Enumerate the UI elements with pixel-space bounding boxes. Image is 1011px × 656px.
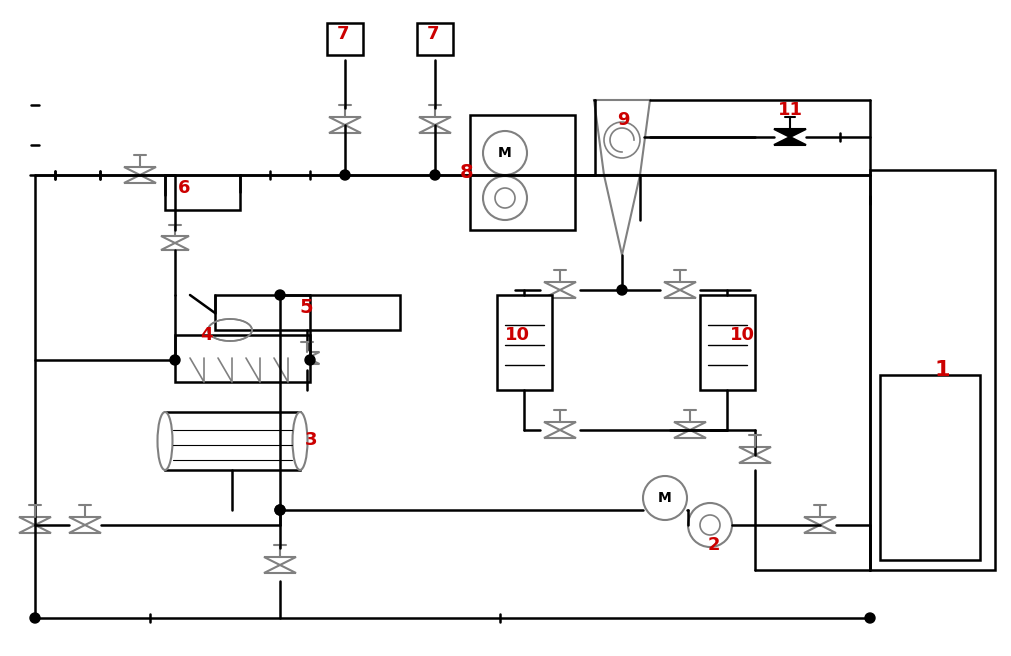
- Polygon shape: [264, 565, 295, 573]
- Ellipse shape: [158, 412, 172, 470]
- Polygon shape: [773, 129, 805, 137]
- Polygon shape: [161, 236, 189, 243]
- Circle shape: [275, 290, 285, 300]
- Text: 7: 7: [337, 25, 349, 43]
- Polygon shape: [19, 517, 51, 525]
- Circle shape: [700, 515, 719, 535]
- Circle shape: [864, 613, 875, 623]
- Circle shape: [604, 122, 639, 158]
- Polygon shape: [738, 455, 770, 463]
- Circle shape: [340, 170, 350, 180]
- Polygon shape: [329, 117, 361, 125]
- Circle shape: [170, 355, 180, 365]
- Polygon shape: [803, 517, 835, 525]
- Polygon shape: [69, 517, 101, 525]
- Polygon shape: [295, 358, 319, 364]
- Ellipse shape: [292, 412, 307, 470]
- Text: 2: 2: [708, 536, 720, 554]
- Polygon shape: [544, 422, 575, 430]
- Polygon shape: [544, 290, 575, 298]
- Polygon shape: [295, 352, 319, 358]
- Circle shape: [687, 503, 731, 547]
- Polygon shape: [329, 125, 361, 133]
- Polygon shape: [124, 175, 156, 183]
- Bar: [496, 295, 551, 390]
- Polygon shape: [738, 447, 770, 455]
- Polygon shape: [19, 525, 51, 533]
- Text: 4: 4: [200, 326, 212, 344]
- Polygon shape: [544, 282, 575, 290]
- Polygon shape: [419, 125, 451, 133]
- Circle shape: [642, 476, 686, 520]
- Bar: [165, 412, 299, 470]
- Circle shape: [275, 505, 285, 515]
- Circle shape: [430, 170, 440, 180]
- Polygon shape: [69, 525, 101, 533]
- Bar: [175, 335, 309, 382]
- Text: 1: 1: [934, 360, 949, 380]
- Circle shape: [617, 285, 627, 295]
- Text: 7: 7: [427, 25, 439, 43]
- Polygon shape: [803, 525, 835, 533]
- Bar: [327, 23, 363, 55]
- Circle shape: [30, 613, 40, 623]
- Polygon shape: [161, 243, 189, 250]
- Circle shape: [494, 188, 515, 208]
- Polygon shape: [124, 167, 156, 175]
- Polygon shape: [419, 117, 451, 125]
- Text: 8: 8: [460, 163, 473, 182]
- Circle shape: [304, 355, 314, 365]
- Bar: [165, 175, 240, 210]
- Circle shape: [482, 176, 527, 220]
- Text: 6: 6: [178, 179, 190, 197]
- Text: M: M: [657, 491, 671, 505]
- Polygon shape: [773, 137, 805, 145]
- Circle shape: [275, 505, 285, 515]
- Text: 11: 11: [777, 101, 802, 119]
- Bar: [214, 295, 399, 330]
- Polygon shape: [673, 430, 706, 438]
- Bar: [869, 170, 994, 570]
- Bar: [417, 23, 453, 55]
- Bar: [469, 115, 574, 230]
- Text: 10: 10: [504, 326, 530, 344]
- Polygon shape: [593, 100, 649, 175]
- Bar: [700, 295, 754, 390]
- Polygon shape: [264, 557, 295, 565]
- Text: 9: 9: [617, 111, 629, 129]
- Text: 5: 5: [299, 298, 312, 317]
- Text: 10: 10: [729, 326, 754, 344]
- Polygon shape: [604, 175, 639, 255]
- Text: 3: 3: [304, 431, 317, 449]
- Polygon shape: [673, 422, 706, 430]
- Polygon shape: [544, 430, 575, 438]
- Bar: [880, 375, 979, 560]
- Text: M: M: [497, 146, 512, 160]
- Polygon shape: [663, 290, 696, 298]
- Circle shape: [482, 131, 527, 175]
- Polygon shape: [663, 282, 696, 290]
